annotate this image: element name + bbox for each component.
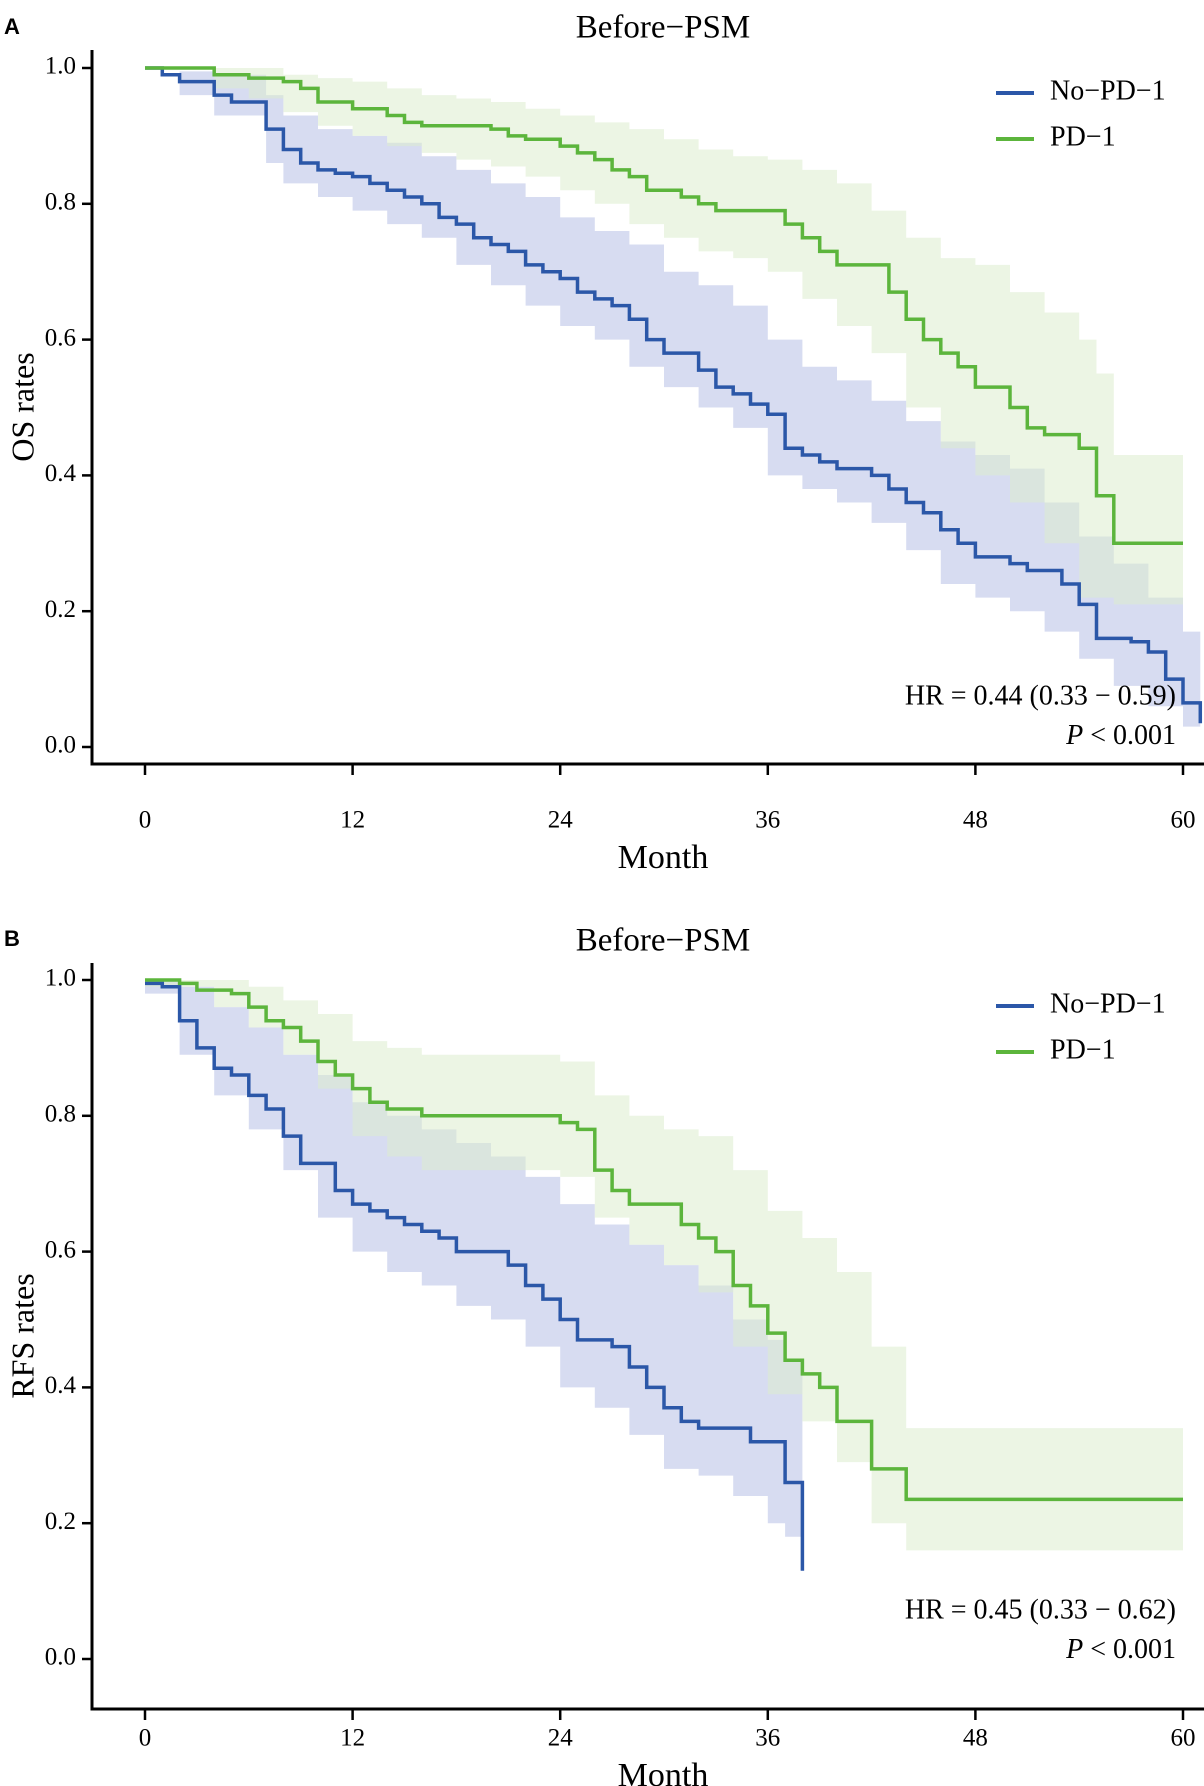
panel-label: B <box>4 926 20 951</box>
y-axis-label: OS rates <box>4 352 40 461</box>
hr-annotation: HR = 0.44 (0.33 − 0.59) <box>905 680 1176 711</box>
ci-band-pd1 <box>145 980 1183 1551</box>
x-tick-label: 36 <box>755 1725 780 1752</box>
chart-panel-a: A Before−PSM 0.0 0.2 0.4 0.6 0.8 1.0 0 12 24 36 48 60… <box>4 10 1204 876</box>
x-tick-label: 48 <box>963 1725 988 1752</box>
p-symbol: P <box>1065 1634 1083 1665</box>
x-tick-label: 36 <box>755 807 780 834</box>
x-tick-label: 0 <box>139 1725 152 1752</box>
p-symbol: P <box>1065 720 1083 751</box>
x-tick-label: 60 <box>1171 807 1196 834</box>
x-tick-label: 0 <box>139 807 152 834</box>
x-tick-label: 60 <box>1171 1725 1196 1752</box>
chart-title: Before−PSM <box>576 923 750 959</box>
legend-label-no-pd1: No−PD−1 <box>1050 75 1166 106</box>
p-value-annotation: P < 0.001 <box>1065 720 1176 751</box>
y-tick-label: 0.6 <box>45 1236 76 1263</box>
panel-label: A <box>4 14 20 39</box>
y-tick-label: 0.2 <box>45 1508 76 1535</box>
chart-title: Before−PSM <box>576 10 750 46</box>
p-value-annotation: P < 0.001 <box>1065 1634 1176 1665</box>
x-axis-label: Month <box>618 839 709 876</box>
y-tick-label: 0.8 <box>45 1101 76 1128</box>
y-tick-label: 0.2 <box>45 596 76 623</box>
y-tick-label: 1.0 <box>45 53 76 80</box>
ci-band-no-pd1 <box>145 980 803 1592</box>
hr-annotation: HR = 0.45 (0.33 − 0.62) <box>905 1594 1176 1625</box>
y-tick-label: 0.0 <box>45 1644 76 1671</box>
x-tick-label: 48 <box>963 807 988 834</box>
y-tick-label: 0.8 <box>45 189 76 216</box>
x-tick-label: 24 <box>548 1725 574 1752</box>
y-tick-label: 0.4 <box>45 1372 77 1399</box>
y-tick-label: 0.0 <box>45 732 76 759</box>
legend-label-pd1: PD−1 <box>1050 1034 1116 1065</box>
y-tick-label: 0.6 <box>45 324 76 351</box>
x-tick-label: 12 <box>340 807 365 834</box>
p-value-text: < 0.001 <box>1083 720 1176 751</box>
legend-label-pd1: PD−1 <box>1050 121 1116 152</box>
chart-panel-b: B Before−PSM 0.0 0.2 0.4 0.6 0.8 1.0 0 12 24 36 48 60… <box>4 923 1204 1786</box>
legend-label-no-pd1: No−PD−1 <box>1050 988 1166 1019</box>
ci-band-pd1 <box>145 68 1183 605</box>
survival-curve-pd1 <box>145 978 1183 1502</box>
p-value-text: < 0.001 <box>1083 1634 1176 1665</box>
survival-curve-no-pd1 <box>145 66 1203 724</box>
survival-curve-no-pd1 <box>145 981 805 1571</box>
x-tick-label: 24 <box>548 807 574 834</box>
x-tick-label: 12 <box>340 1725 365 1752</box>
y-axis-label: RFS rates <box>4 1273 40 1398</box>
x-axis-label: Month <box>618 1757 709 1786</box>
y-tick-label: 0.4 <box>45 460 77 487</box>
y-tick-label: 1.0 <box>45 965 76 992</box>
survival-curve-pd1 <box>145 66 1183 546</box>
